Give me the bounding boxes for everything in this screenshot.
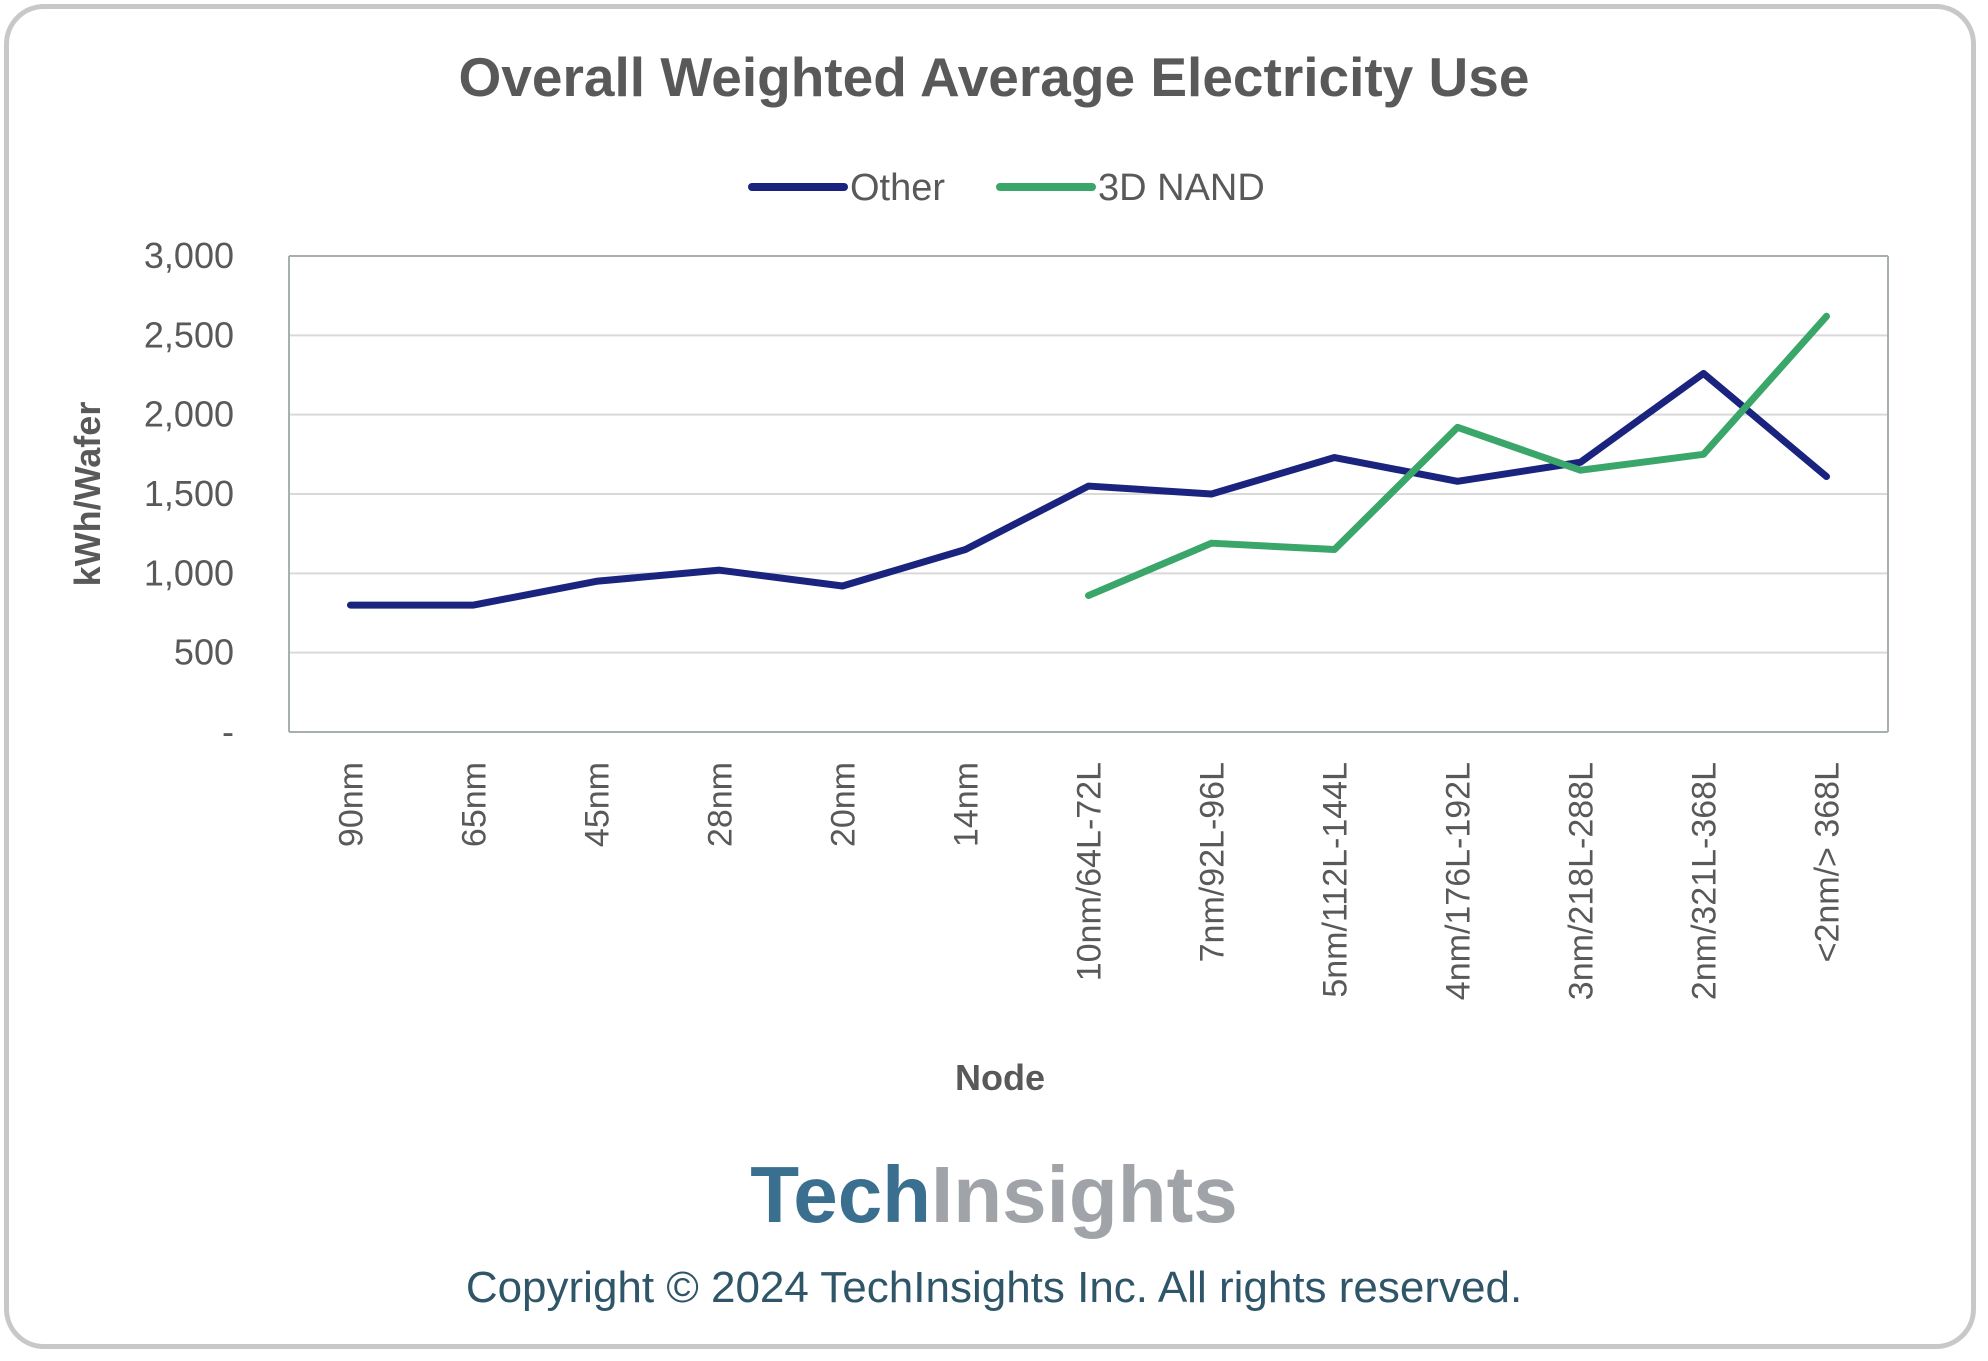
x-tick-label: 45nm — [579, 762, 617, 847]
chart-frame — [4, 4, 1976, 1349]
y-tick-label: 1,000 — [144, 552, 234, 593]
techinsights-logo: TechInsights — [750, 1150, 1237, 1239]
legend-item: Other — [748, 167, 945, 209]
x-tick-label: 4nm/176L-192L — [1440, 762, 1478, 1000]
legend-label: 3D NAND — [1098, 167, 1265, 209]
x-tick-label: 5nm/112L-144L — [1317, 762, 1355, 998]
series-lines — [347, 312, 1830, 609]
y-tick-label: 2,500 — [144, 314, 234, 355]
x-axis-label: Node — [955, 1057, 1045, 1098]
y-axis-label: kWh/Wafer — [67, 402, 108, 587]
logo-part-insights: Insights — [931, 1150, 1238, 1239]
legend: Other 3D NAND — [748, 167, 1265, 209]
y-tick-label: 500 — [174, 632, 234, 673]
y-tick-label: 2,000 — [144, 394, 234, 435]
legend-item: 3D NAND — [996, 167, 1265, 209]
y-tick-label: - — [222, 711, 234, 752]
x-tick-label: 14nm — [948, 762, 986, 847]
x-tick-label: 90nm — [333, 762, 371, 847]
legend-label: Other — [850, 167, 945, 209]
grid — [288, 255, 1889, 733]
logo-part-tech: Tech — [750, 1150, 931, 1239]
x-tick-label: <2nm/> 368L — [1809, 762, 1847, 962]
y-axis-ticks: - 500 1,000 1,500 2,000 2,500 3,000 — [144, 235, 234, 752]
x-tick-label: 28nm — [702, 762, 740, 847]
y-tick-label: 3,000 — [144, 235, 234, 276]
chart-title: Overall Weighted Average Electricity Use — [459, 46, 1530, 108]
series-line-other — [347, 369, 1830, 609]
x-tick-label: 7nm/92L-96L — [1194, 762, 1232, 962]
x-tick-label: 2nm/321L-368L — [1686, 762, 1724, 1000]
x-axis-ticks: 90nm 65nm 45nm 28nm 20nm 14nm 10nm/64L-72L 7nm/… — [333, 762, 1847, 1000]
x-tick-label: 20nm — [825, 762, 863, 847]
x-tick-label: 65nm — [456, 762, 494, 847]
copyright-text: Copyright © 2024 TechInsights Inc. All r… — [466, 1263, 1522, 1312]
series-line-3d-nand — [1085, 312, 1830, 600]
x-tick-label: 3nm/218L-288L — [1563, 762, 1601, 1000]
y-tick-label: 1,500 — [144, 473, 234, 514]
x-tick-label: 10nm/64L-72L — [1071, 762, 1109, 981]
